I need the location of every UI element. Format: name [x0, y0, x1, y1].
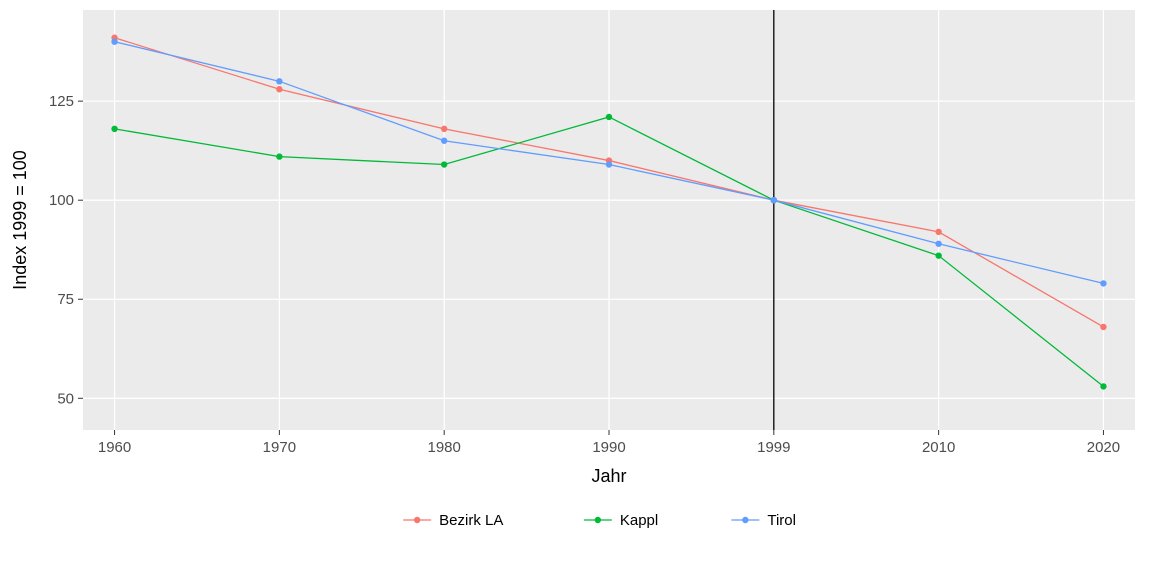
series-point-kappl — [1100, 383, 1106, 389]
y-tick-label: 100 — [49, 192, 74, 209]
legend-label: Bezirk LA — [439, 512, 503, 529]
chart-container: 50 75 100 125 1960 1970 1980 1990 1999 2010 2020 Ja… — [0, 0, 1152, 576]
x-tick-label: 2020 — [1087, 439, 1120, 456]
x-tick-label: 1980 — [427, 439, 460, 456]
line-chart: 50 75 100 125 1960 1970 1980 1990 1999 2010 2020 Ja… — [0, 0, 1152, 576]
legend-item: Tirol — [731, 512, 796, 529]
series-point-tirol — [771, 197, 777, 203]
series-point-bezirk-la — [276, 86, 282, 92]
y-tick-label: 75 — [57, 291, 74, 308]
y-axis-title: Index 1999 = 100 — [10, 150, 30, 290]
x-tick-label: 1970 — [263, 439, 296, 456]
series-point-tirol — [1100, 280, 1106, 286]
x-tick-label: 1960 — [98, 439, 131, 456]
series-point-kappl — [441, 161, 447, 167]
series-point-kappl — [111, 126, 117, 132]
x-tick-label: 1999 — [757, 439, 790, 456]
series-point-kappl — [276, 153, 282, 159]
y-tick-label: 125 — [49, 93, 74, 110]
x-tick-label: 1990 — [592, 439, 625, 456]
series-point-tirol — [441, 138, 447, 144]
legend-item: Bezirk LA — [403, 512, 503, 529]
y-tick-label: 50 — [57, 390, 74, 407]
series-point-bezirk-la — [935, 229, 941, 235]
series-point-bezirk-la — [441, 126, 447, 132]
series-point-tirol — [111, 38, 117, 44]
legend-label: Tirol — [767, 512, 796, 529]
series-point-tirol — [935, 241, 941, 247]
series-point-tirol — [276, 78, 282, 84]
series-point-kappl — [606, 114, 612, 120]
series-point-tirol — [606, 161, 612, 167]
legend-label: Kappl — [620, 512, 658, 529]
series-point-bezirk-la — [1100, 324, 1106, 330]
x-tick-label: 2010 — [922, 439, 955, 456]
x-axis-title: Jahr — [591, 466, 626, 486]
legend-item: Kappl — [584, 512, 658, 529]
series-point-kappl — [935, 252, 941, 258]
